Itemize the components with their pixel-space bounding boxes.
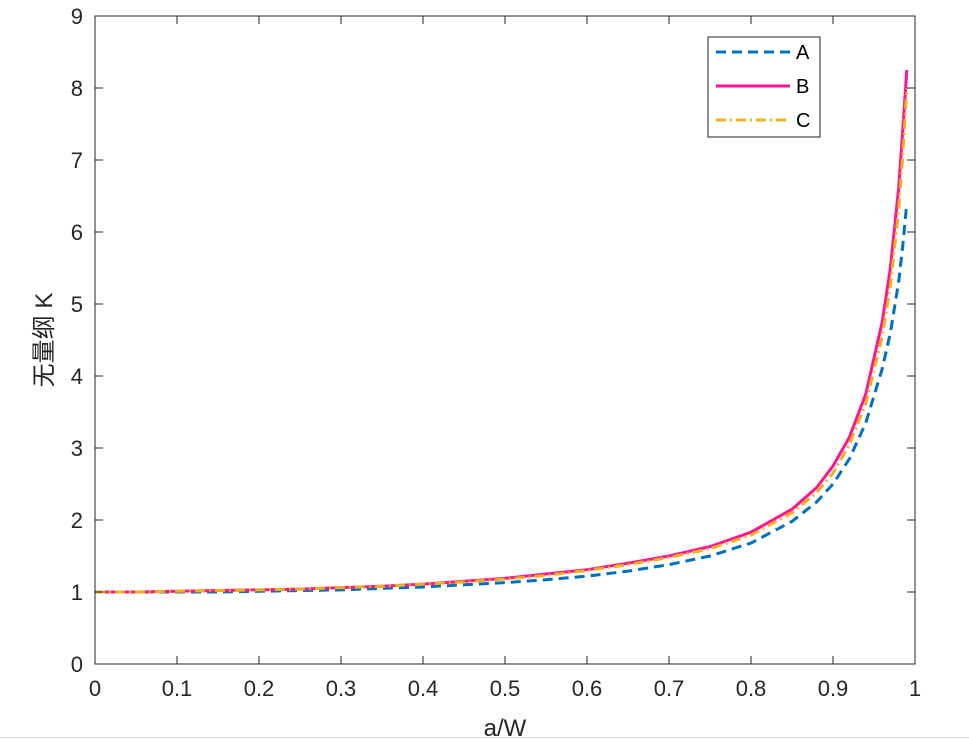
x-tick-label: 0.8 (736, 676, 767, 701)
y-tick-label: 6 (71, 220, 83, 245)
x-axis-label: a/W (484, 715, 527, 740)
y-tick-label: 4 (71, 364, 83, 389)
y-tick-label: 5 (71, 292, 83, 317)
y-tick-label: 1 (71, 580, 83, 605)
x-tick-label: 0.2 (244, 676, 275, 701)
legend-label-c: C (796, 110, 810, 132)
legend-label-b: B (796, 76, 809, 98)
y-tick-label: 0 (71, 652, 83, 677)
x-tick-label: 0.7 (654, 676, 685, 701)
x-tick-label: 0.9 (818, 676, 849, 701)
x-tick-label: 0.4 (408, 676, 439, 701)
x-tick-label: 0 (89, 676, 101, 701)
y-axis-label: 无量纲 K (31, 293, 58, 388)
y-tick-label: 9 (71, 4, 83, 29)
x-tick-label: 0.5 (490, 676, 521, 701)
legend-label-a: A (796, 42, 810, 64)
y-tick-label: 8 (71, 76, 83, 101)
series-layer (95, 69, 909, 594)
y-tick-label: 2 (71, 508, 83, 533)
x-tick-label: 0.1 (162, 676, 193, 701)
series-line-c (95, 87, 909, 594)
y-tick-label: 3 (71, 436, 83, 461)
bottom-divider (0, 737, 969, 738)
x-tick-label: 0.3 (326, 676, 357, 701)
tick-layer (94, 15, 916, 665)
tick-label-layer: 0 0.1 0.2 0.3 0.4 0.5 0.6 0.7 0.8 0.9 1 0 1 2 3 4 5 6 7 8 9 (71, 4, 921, 701)
x-tick-label: 1 (909, 676, 921, 701)
y-tick-label: 7 (71, 148, 83, 173)
x-tick-label: 0.6 (572, 676, 603, 701)
legend: ABC (707, 36, 821, 138)
